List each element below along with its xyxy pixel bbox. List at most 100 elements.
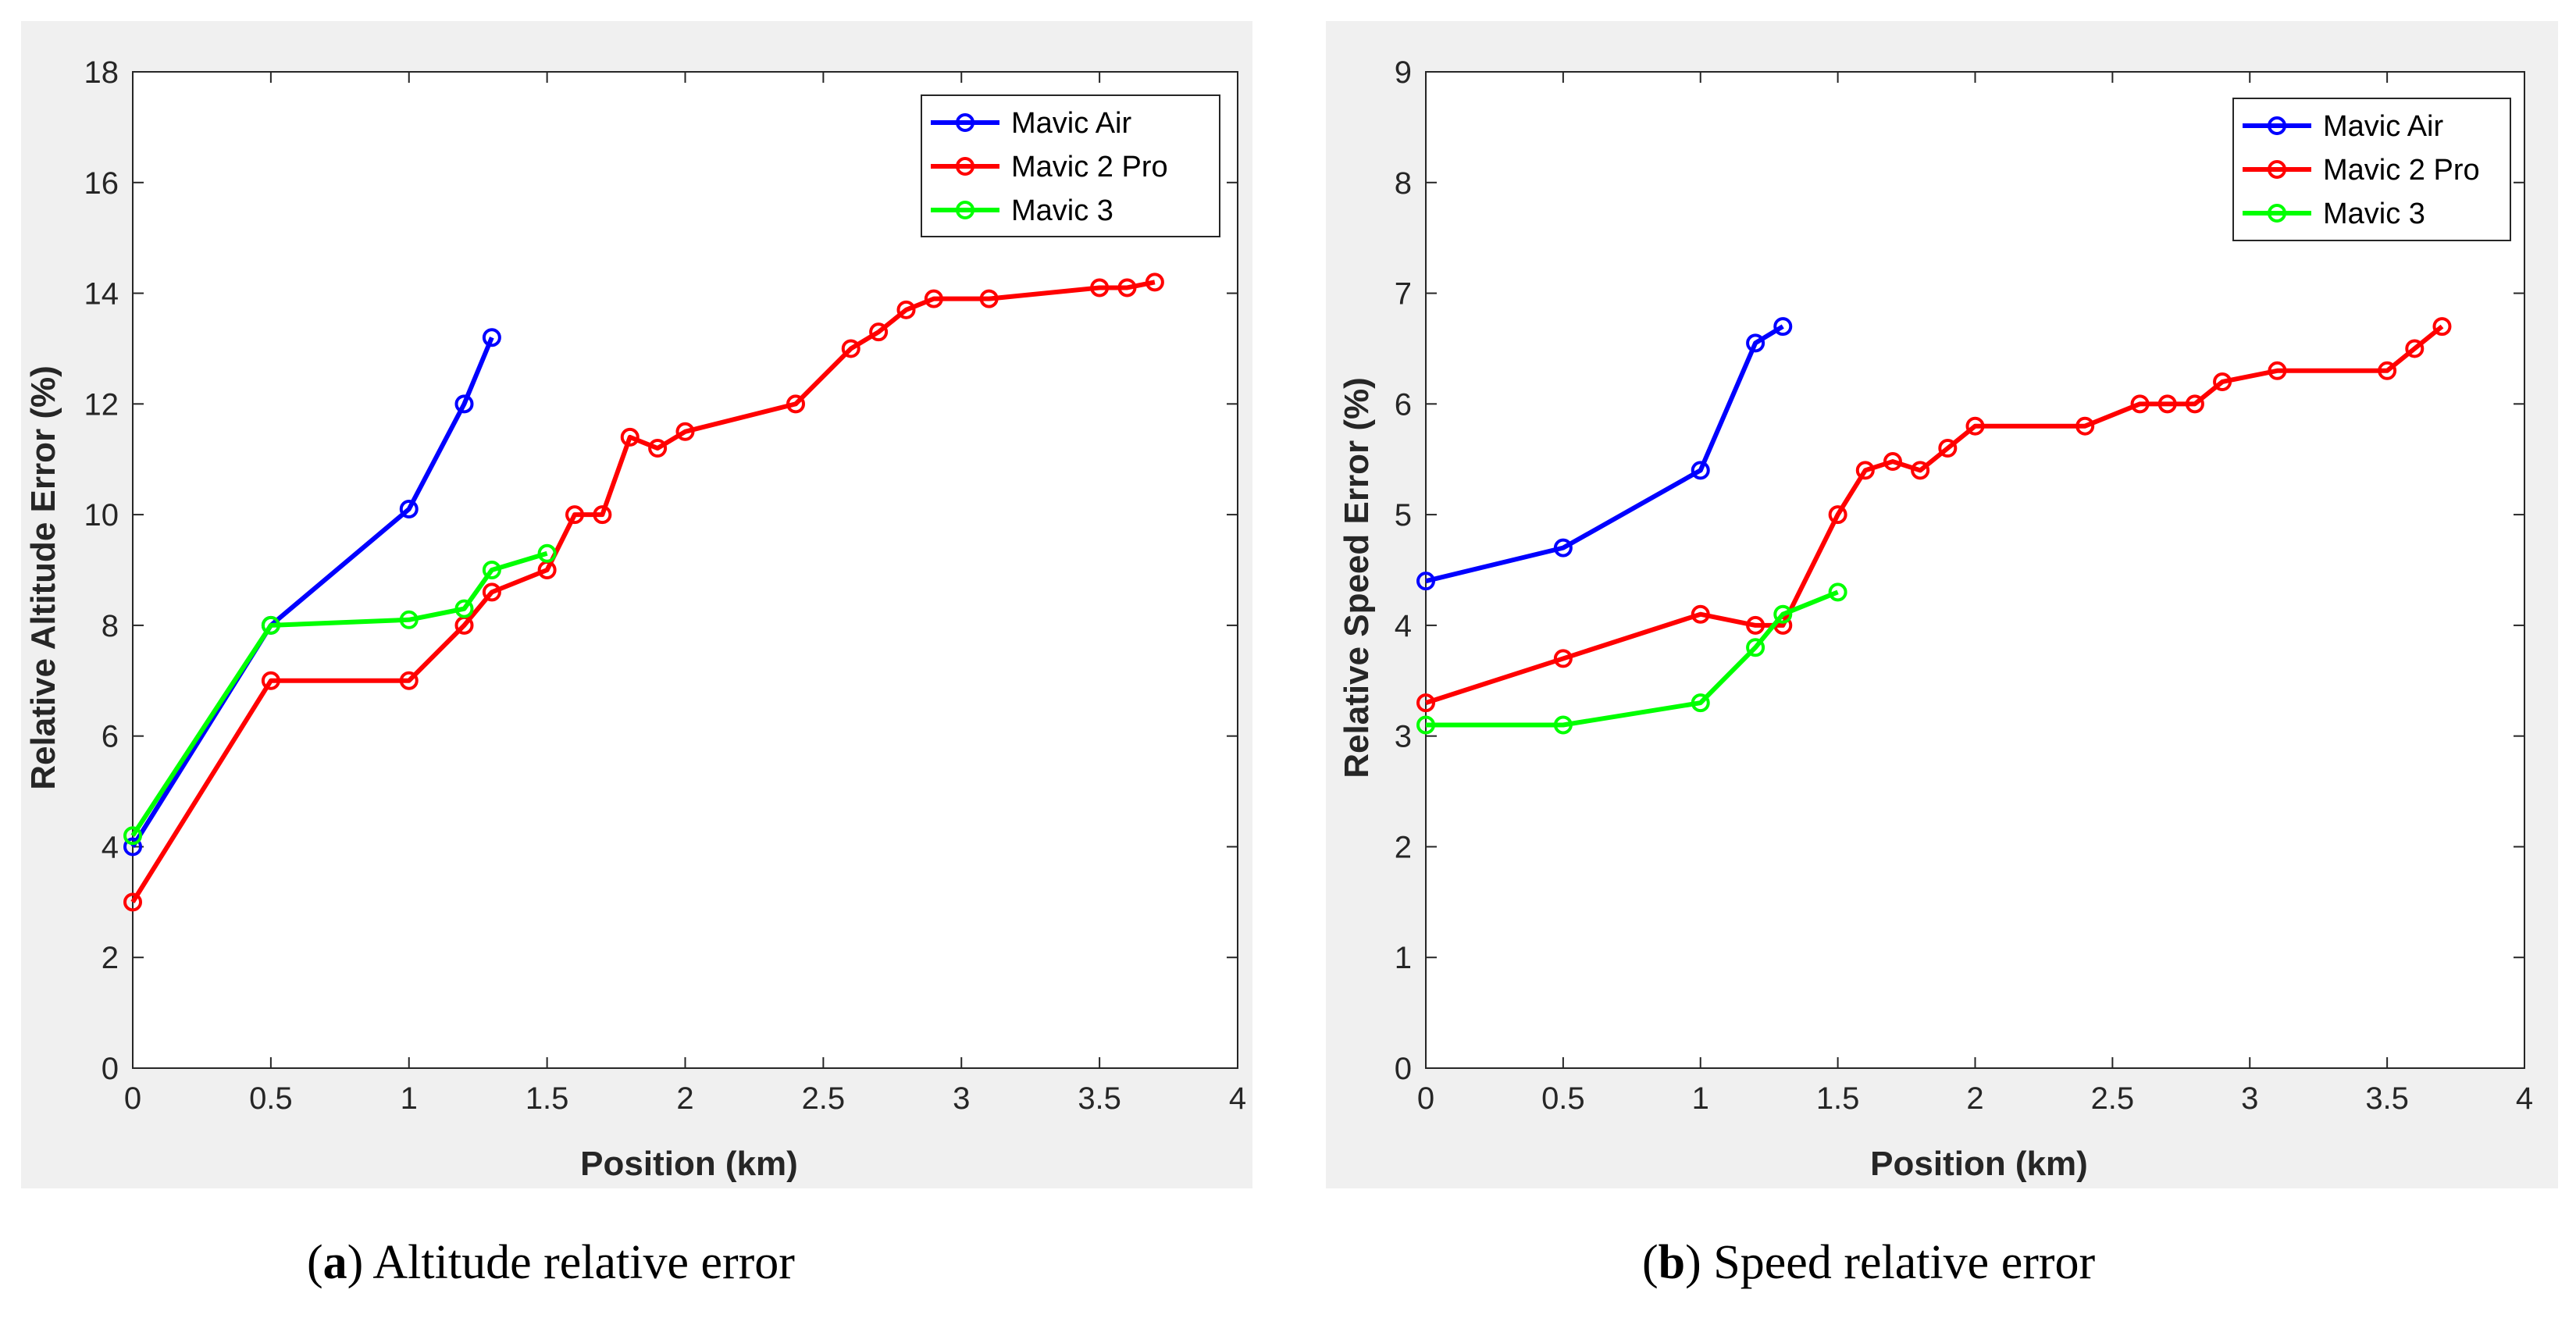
data-point-b-mavic-2-pro-12 (2130, 394, 2150, 414)
legend-label-b-mavic-2-pro: Mavic 2 Pro (2323, 154, 2480, 187)
y-tick-label-b-6: 6 (1395, 387, 1412, 422)
x-tick-label-a-6: 3 (953, 1081, 970, 1116)
data-point-b-mavic-3-5 (1828, 582, 1847, 602)
data-point-b-mavic-3-4 (1773, 604, 1793, 624)
data-point-a-mavic-3-3 (454, 599, 474, 618)
data-point-b-mavic-2-pro-10 (1965, 416, 1985, 436)
data-point-a-mavic-2-pro-11 (786, 394, 805, 414)
data-point-b-mavic-2-pro-9 (1938, 439, 1958, 458)
chart-a: 0 0.5 1 1.5 2 2.5 3 3.5 4 0 2 4 6 8 10 12 14 16 18 Position… (24, 55, 1246, 1183)
y-tick-label-b-1: 1 (1395, 941, 1412, 975)
y-axis-title-a: Relative Altitude Error (%) (24, 365, 62, 790)
data-point-b-mavic-3-3 (1746, 638, 1765, 657)
x-tick-label-a-1: 0.5 (249, 1081, 293, 1116)
y-tick-label-a-6: 12 (84, 387, 119, 422)
x-tick-label-b-2: 1 (1692, 1081, 1709, 1116)
data-point-b-mavic-3-2 (1691, 693, 1710, 713)
data-point-a-mavic-3-2 (399, 610, 419, 629)
data-point-a-mavic-2-pro-17 (1090, 278, 1110, 297)
x-tick-label-b-7: 3.5 (2365, 1081, 2409, 1116)
data-point-a-mavic-2-pro-0 (123, 892, 142, 912)
y-tick-label-b-4: 4 (1395, 609, 1412, 643)
data-point-b-mavic-2-pro-17 (2378, 361, 2397, 380)
y-tick-label-a-9: 18 (84, 55, 119, 90)
x-axis-title-a: Position (km) (580, 1145, 798, 1183)
x-tick-label-b-1: 0.5 (1541, 1081, 1585, 1116)
legend-label-a-mavic-3: Mavic 3 (1011, 194, 1113, 227)
legend-marker-b-mavic-3 (2268, 204, 2286, 223)
y-tick-label-a-1: 2 (102, 941, 119, 975)
y-axis-title-b: Relative Speed Error (%) (1338, 377, 1376, 778)
data-point-b-mavic-2-pro-6 (1855, 461, 1875, 480)
y-tick-label-b-7: 7 (1395, 277, 1412, 312)
data-point-b-mavic-3-0 (1416, 715, 1435, 735)
data-point-a-mavic-air-4 (482, 328, 501, 347)
data-point-b-mavic-2-pro-0 (1416, 693, 1435, 713)
x-axis-title-b: Position (km) (1870, 1145, 2088, 1183)
y-tick-label-a-8: 16 (84, 166, 119, 201)
data-point-b-mavic-2-pro-16 (2268, 361, 2287, 380)
legend-label-a-mavic-2-pro: Mavic 2 Pro (1011, 151, 1168, 183)
data-point-a-mavic-3-0 (123, 826, 142, 846)
data-point-a-mavic-air-2 (399, 500, 419, 519)
x-tick-label-b-0: 0 (1417, 1081, 1434, 1116)
data-point-b-mavic-air-4 (1773, 317, 1793, 337)
y-tick-label-a-0: 0 (102, 1052, 119, 1086)
data-point-a-mavic-3-4 (482, 561, 501, 579)
caption-b-label: b (1658, 1236, 1686, 1289)
x-tick-label-a-2: 1 (401, 1081, 418, 1116)
y-tick-label-a-2: 4 (102, 830, 119, 864)
y-tick-label-a-3: 6 (102, 720, 119, 754)
data-point-a-mavic-2-pro-19 (1145, 273, 1164, 292)
data-point-a-mavic-2-pro-12 (841, 339, 860, 358)
x-tick-label-b-3: 1.5 (1816, 1081, 1860, 1116)
legend-marker-a-mavic-2-pro (956, 157, 974, 176)
data-point-b-mavic-2-pro-14 (2185, 394, 2204, 414)
x-tick-label-a-0: 0 (124, 1081, 141, 1116)
data-point-a-mavic-2-pro-14 (896, 300, 916, 319)
series-line-a-mavic-3 (130, 550, 548, 837)
y-tick-label-a-4: 8 (102, 609, 119, 643)
data-point-a-mavic-3-1 (261, 615, 280, 635)
x-tick-label-b-8: 4 (2516, 1081, 2533, 1116)
data-point-a-mavic-air-3 (454, 394, 474, 414)
plot-area-a (132, 71, 1238, 1069)
data-point-b-mavic-2-pro-11 (2075, 416, 2095, 436)
data-point-a-mavic-2-pro-13 (869, 322, 889, 342)
legend-marker-a-mavic-3 (956, 201, 974, 219)
data-point-a-mavic-2-pro-7 (593, 505, 612, 525)
data-point-b-mavic-2-pro-2 (1691, 604, 1710, 624)
data-point-b-mavic-air-0 (1416, 572, 1435, 591)
caption-a: (a) Altitude relative error (307, 1236, 795, 1289)
y-tick-label-a-5: 10 (84, 498, 119, 533)
data-point-b-mavic-2-pro-15 (2213, 372, 2232, 391)
data-point-b-mavic-air-1 (1553, 538, 1573, 557)
chart-b: 0 0.5 1 1.5 2 2.5 3 3.5 4 0 1 2 3 4 5 6 7 8 9 Position (km)… (1338, 55, 2533, 1183)
series-line-b-mavic-air (1425, 324, 1784, 584)
data-point-a-mavic-2-pro-4 (482, 582, 501, 602)
y-tick-label-b-8: 8 (1395, 166, 1412, 201)
data-point-b-mavic-2-pro-1 (1553, 649, 1573, 668)
series-line-b-mavic-3 (1426, 590, 1839, 728)
data-point-b-mavic-2-pro-18 (2405, 339, 2425, 358)
legend-label-b-mavic-air: Mavic Air (2323, 110, 2443, 143)
caption-b: (b) Speed relative error (1642, 1236, 2096, 1289)
y-tick-label-b-9: 9 (1395, 55, 1412, 90)
data-point-a-mavic-air-0 (123, 837, 142, 857)
data-point-b-mavic-air-3 (1746, 333, 1765, 353)
data-point-a-mavic-2-pro-6 (565, 505, 584, 525)
caption-b-text: Speed relative error (1701, 1236, 2096, 1289)
data-point-b-mavic-2-pro-3 (1746, 615, 1765, 635)
data-point-b-mavic-2-pro-19 (2432, 317, 2452, 337)
data-point-b-mavic-2-pro-8 (1911, 461, 1930, 480)
x-tick-label-a-7: 3.5 (1078, 1081, 1121, 1116)
x-tick-label-b-6: 3 (2241, 1081, 2258, 1116)
data-point-a-mavic-2-pro-15 (924, 289, 943, 308)
data-point-a-mavic-2-pro-9 (648, 439, 668, 458)
y-tick-label-b-3: 3 (1395, 720, 1412, 754)
y-tick-label-a-7: 14 (84, 277, 119, 312)
legend-label-a-mavic-air: Mavic Air (1011, 107, 1131, 140)
data-point-a-mavic-2-pro-10 (675, 422, 695, 441)
data-point-a-mavic-2-pro-18 (1117, 278, 1137, 297)
